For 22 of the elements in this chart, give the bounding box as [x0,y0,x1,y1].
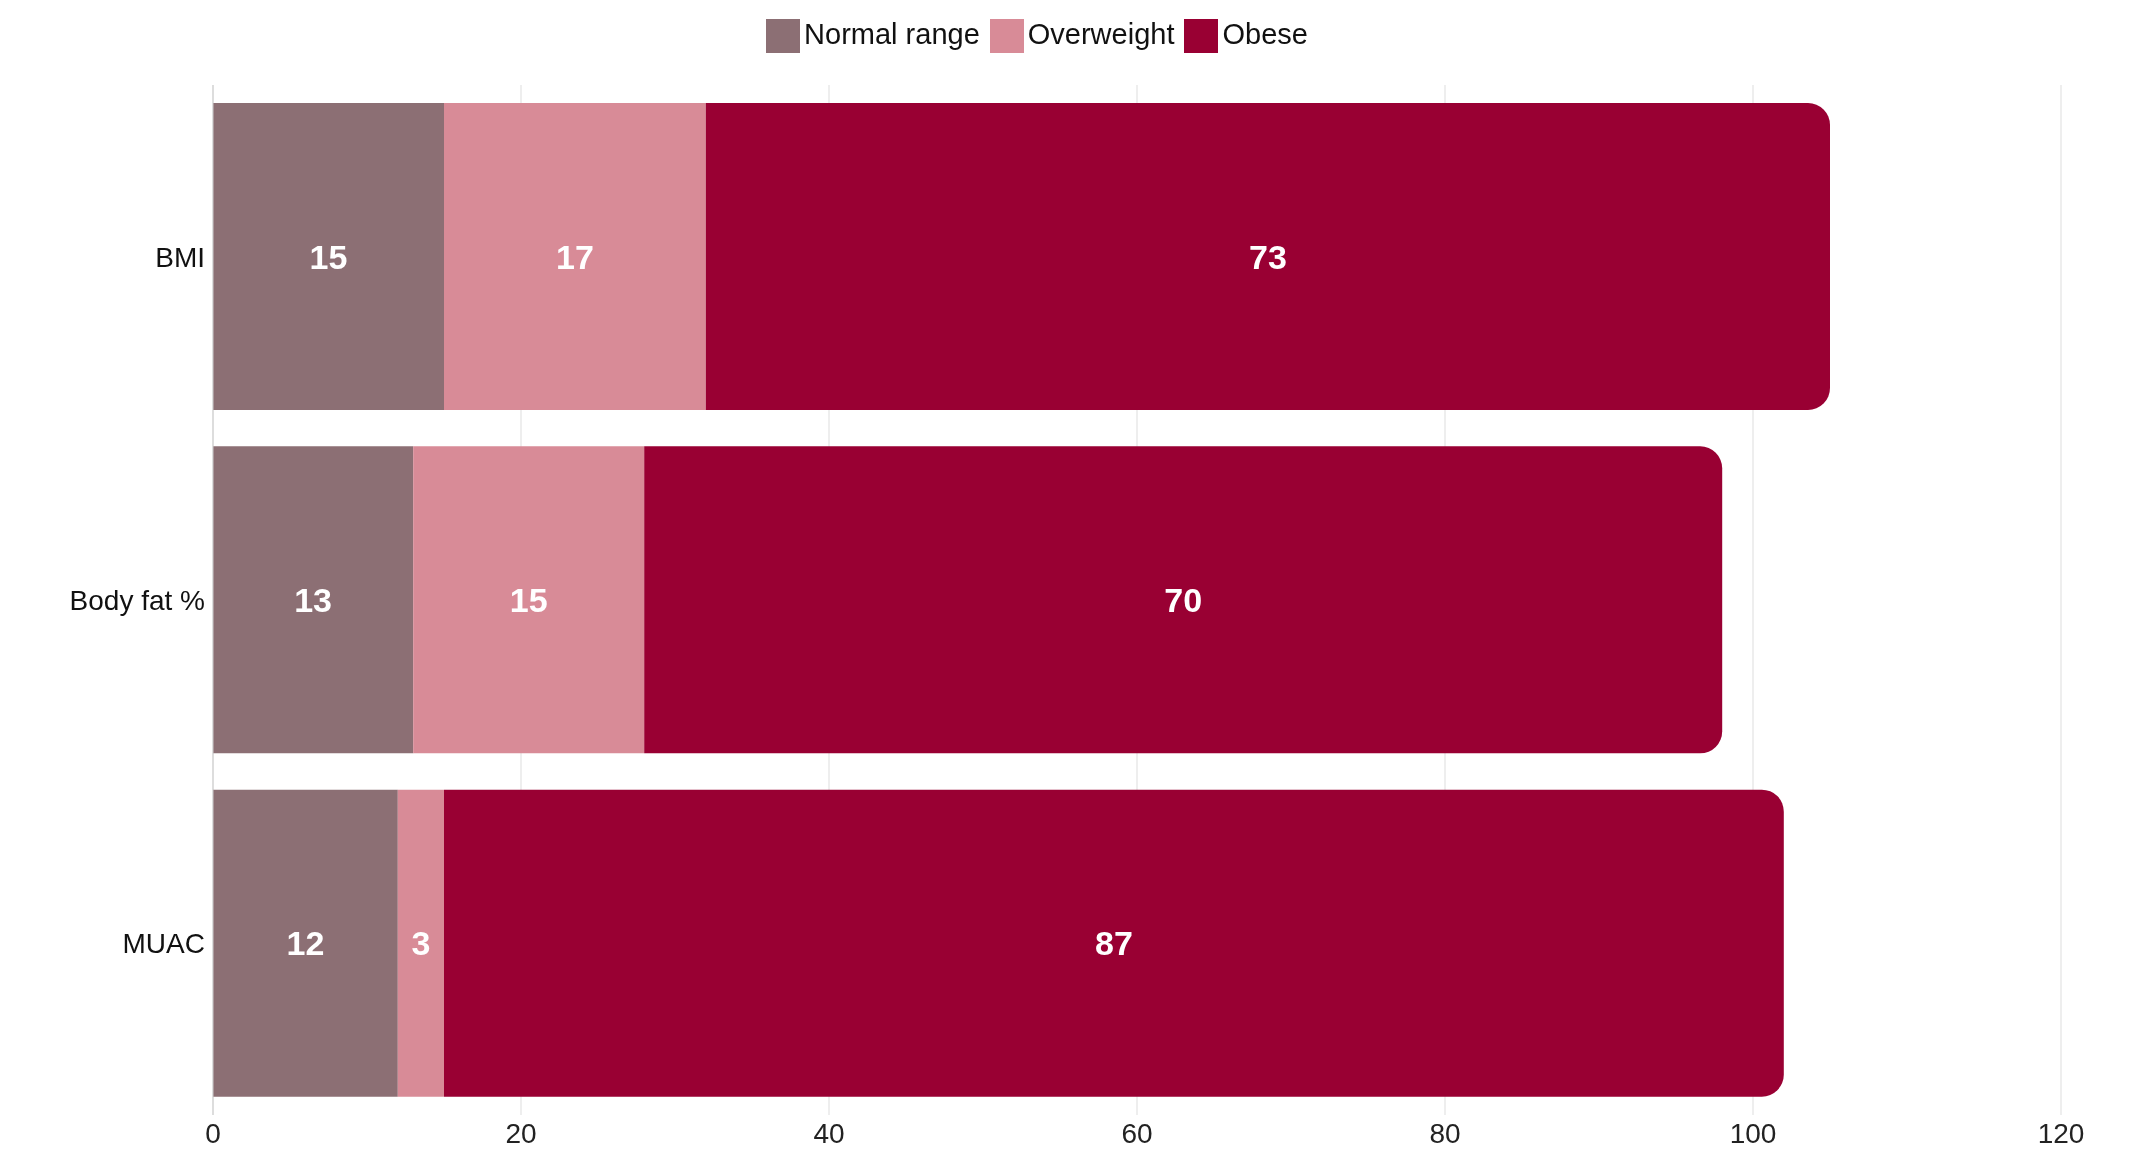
data-label: 87 [1094,924,1133,963]
legend-label: Obese [1222,18,1308,50]
x-tick-label: 60 [1121,1117,1153,1149]
data-label: 12 [286,924,325,963]
x-tick-label: 100 [1729,1117,1777,1149]
y-tick-label: Body fat % [69,584,205,616]
x-tick-label: 120 [2037,1117,2085,1149]
x-tick-label: 0 [205,1117,221,1149]
data-label: 17 [555,237,594,276]
x-tick-label: 20 [505,1117,537,1149]
data-label: 13 [294,580,333,619]
x-tick-label: 80 [1429,1117,1461,1149]
y-tick-label: BMI [155,241,205,273]
x-tick-label: 40 [813,1117,845,1149]
data-label: 15 [309,237,348,276]
legend-label: Normal range [804,18,980,50]
data-label: 15 [509,580,548,619]
data-label: 73 [1248,237,1287,276]
data-label: 3 [411,924,431,963]
y-tick-label: MUAC [122,928,205,960]
data-label: 70 [1164,580,1203,619]
legend-label: Overweight [1027,18,1175,50]
